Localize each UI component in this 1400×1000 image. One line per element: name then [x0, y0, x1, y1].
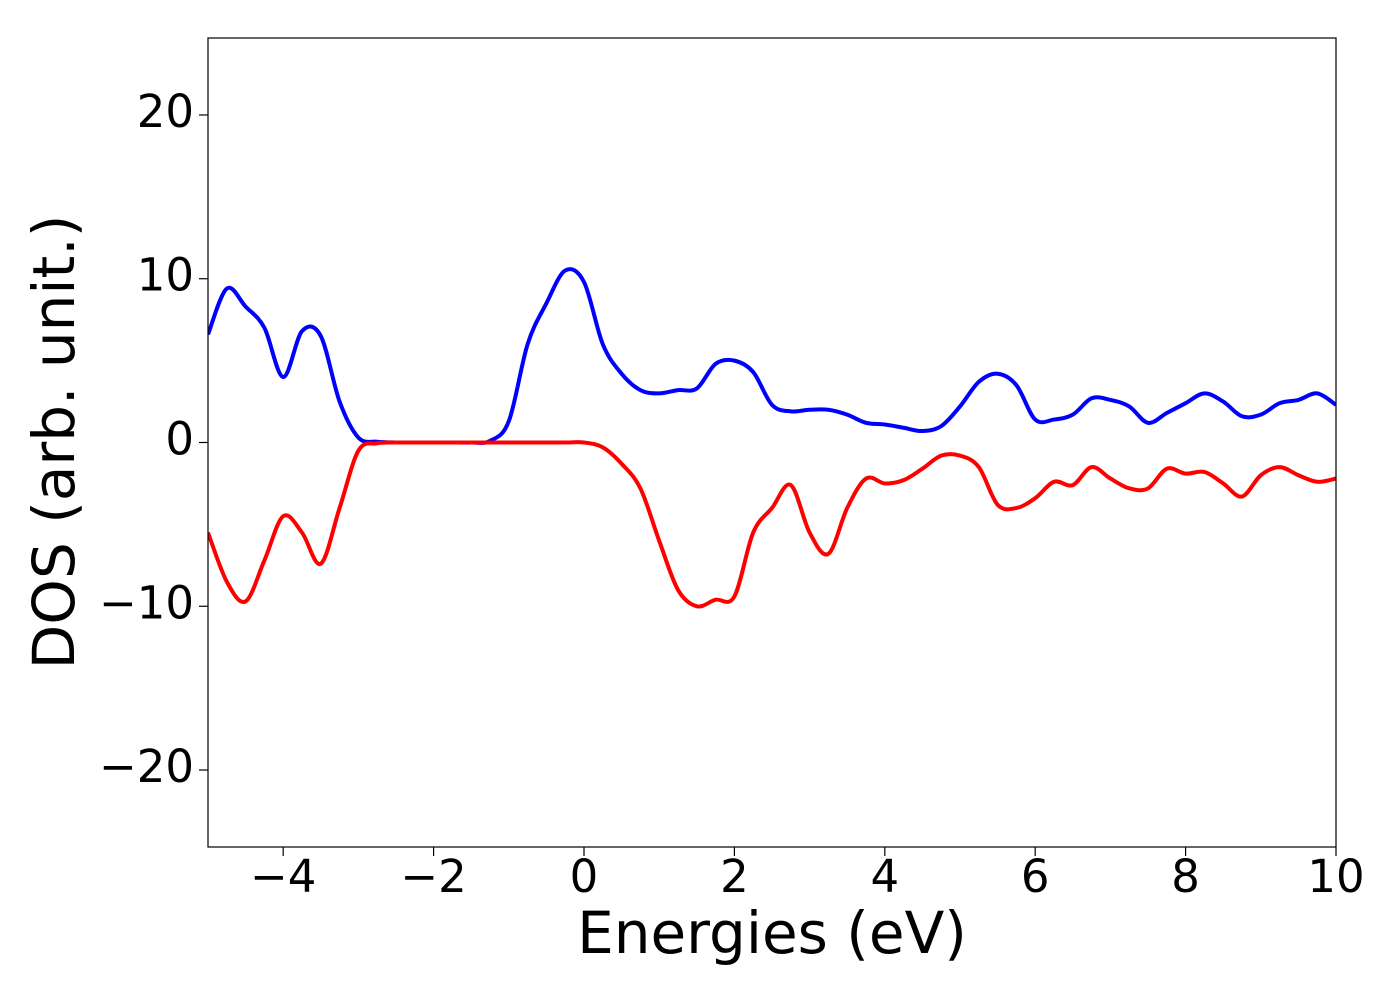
x-axis-label: Energies (eV) — [577, 899, 967, 967]
x-tick-label: 6 — [1021, 850, 1050, 903]
x-tick-label: 10 — [1307, 850, 1364, 903]
y-tick-label: 10 — [137, 249, 194, 302]
data-line — [208, 440, 1336, 609]
x-tick-label: 2 — [720, 850, 749, 903]
x-tick-label: 8 — [1171, 850, 1200, 903]
y-axis-label: DOS (arb. unit.) — [20, 215, 88, 670]
y-tick-label: −10 — [99, 576, 194, 629]
x-tick-label: −4 — [250, 850, 316, 903]
y-tick-label: 20 — [137, 85, 194, 138]
y-tick-label: −20 — [99, 740, 194, 793]
data-line — [208, 267, 1336, 445]
x-tick-label: 4 — [870, 850, 899, 903]
plot-area — [208, 267, 1336, 609]
y-tick-label: 0 — [165, 413, 194, 466]
x-tick-label: −2 — [400, 850, 466, 903]
x-tick-label: 0 — [570, 850, 599, 903]
